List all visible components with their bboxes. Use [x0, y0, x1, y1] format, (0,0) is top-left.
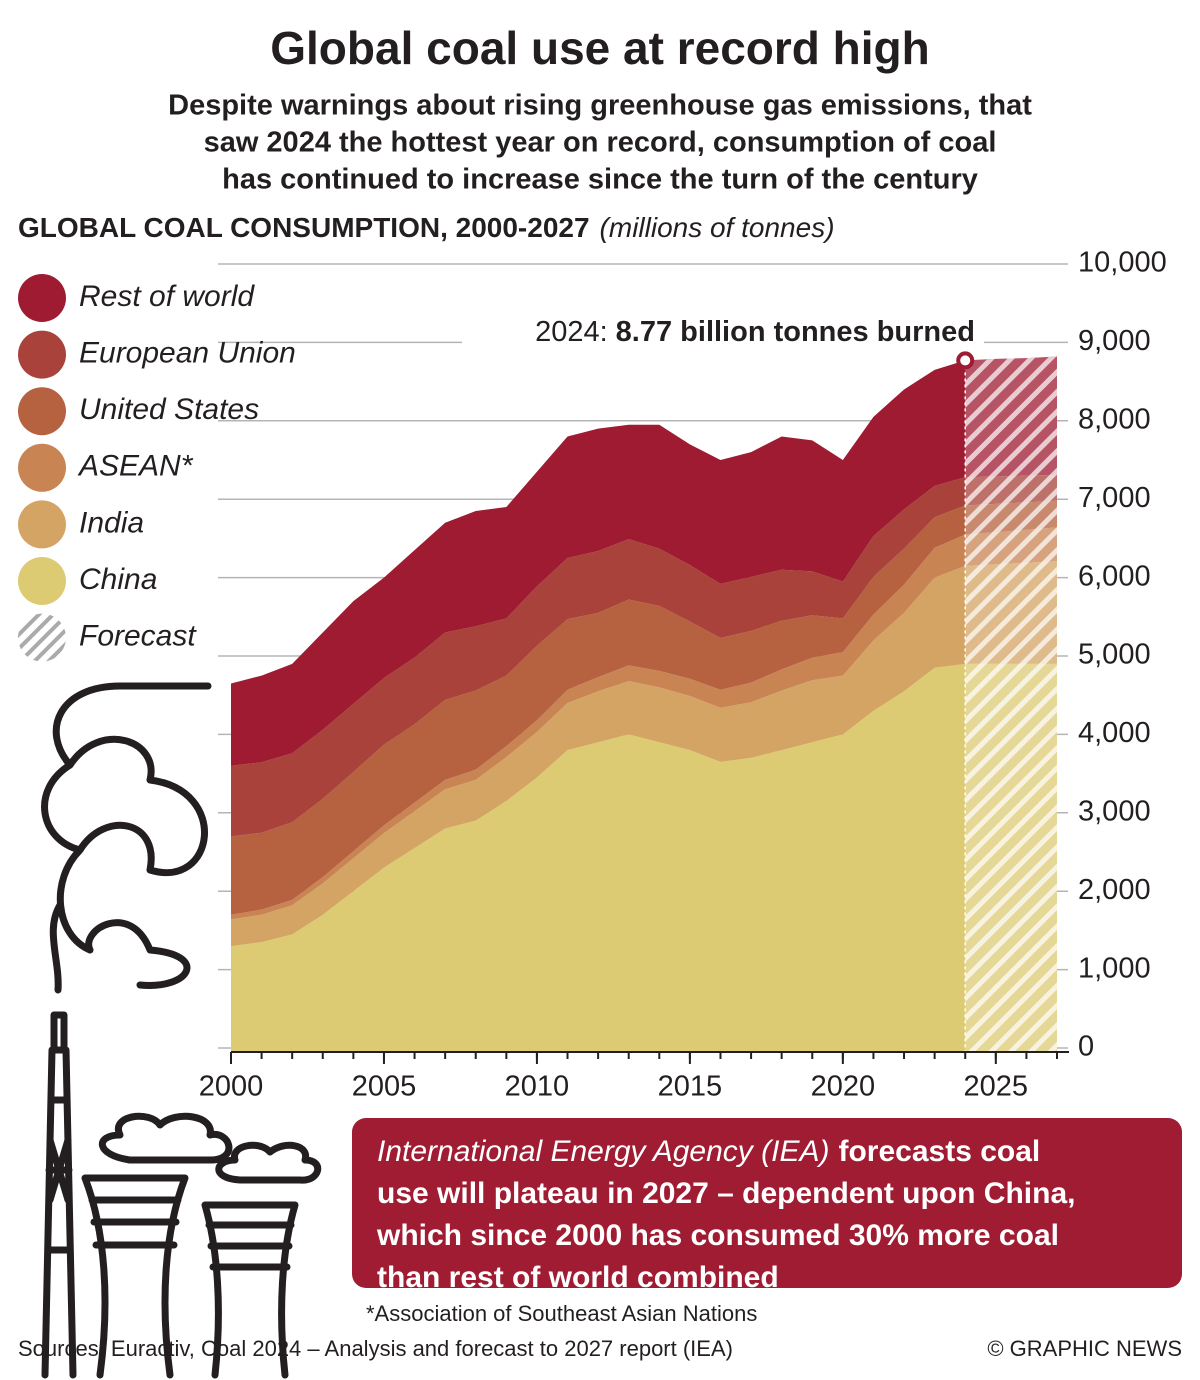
- info-line: than rest of world combined: [377, 1261, 779, 1294]
- legend-swatch: [18, 387, 66, 436]
- y-tick-label: 4,000: [1078, 717, 1151, 749]
- legend-swatch: [18, 330, 66, 379]
- unit: (millions of tonnes): [600, 212, 835, 243]
- y-tick-label: 8,000: [1078, 403, 1151, 435]
- annotation-text: 8.77 billion tonnes burned: [616, 316, 975, 348]
- legend-label: United States: [79, 393, 259, 426]
- legend-swatch: [18, 274, 66, 322]
- y-tick-label: 6,000: [1078, 560, 1151, 592]
- x-tick-label: 2025: [964, 1071, 1029, 1103]
- annotation-bg: [462, 311, 984, 355]
- legend-label: European Union: [79, 337, 296, 370]
- y-tick-label: 5,000: [1078, 639, 1151, 671]
- chart-heading: GLOBAL COAL CONSUMPTION, 2000-2027 (milli…: [18, 212, 835, 243]
- axes: 0 1,000 2,000 3,000 4,000 5,000 6,000 7,000 8,00…: [199, 247, 1167, 1103]
- y-tick-label: 10,000: [1078, 247, 1167, 279]
- forecast-overlay: [965, 356, 1057, 1053]
- info-source: International Energy Agency (IEA): [377, 1135, 829, 1168]
- legend-swatch: [18, 613, 66, 662]
- legend-swatch: [18, 557, 66, 605]
- legend: Rest of world European Union United States…: [18, 274, 296, 662]
- x-tick-label: 2020: [811, 1071, 876, 1103]
- annotation: 2024: 8.77 billion tonnes burned: [535, 316, 975, 348]
- x-tick-label: 2015: [658, 1071, 723, 1103]
- x-tick-label: 2010: [505, 1071, 570, 1103]
- info-line: forecasts coal: [838, 1135, 1040, 1168]
- legend-label: Rest of world: [79, 280, 255, 313]
- subtitle: has continued to increase since the turn…: [222, 164, 978, 196]
- y-tick-label: 1,000: [1078, 952, 1151, 984]
- power-plant-icon: [41, 682, 321, 1379]
- annotation-year: 2024:: [535, 316, 608, 348]
- info-line: use will plateau in 2027 – dependent upo…: [377, 1177, 1075, 1210]
- legend-label: India: [79, 506, 144, 539]
- legend-label: ASEAN*: [77, 450, 194, 483]
- footnote: *Association of Southeast Asian Nations: [366, 1301, 757, 1326]
- area: [231, 356, 1057, 766]
- y-tick-label: 0: [1078, 1031, 1094, 1063]
- info-text: International Energy Agency (IEA) forecas…: [377, 1135, 1040, 1168]
- legend-label: China: [79, 563, 157, 596]
- subtitle: Despite warnings about rising greenhouse…: [168, 90, 1032, 122]
- heading: GLOBAL COAL CONSUMPTION, 2000-2027: [18, 212, 590, 243]
- subtitle: saw 2024 the hottest year on record, con…: [204, 127, 997, 159]
- x-tick-label: 2000: [199, 1071, 264, 1103]
- x-tick-label: 2005: [352, 1071, 417, 1103]
- chart-title: Global coal use at record high: [270, 22, 929, 74]
- legend-label: Forecast: [79, 620, 197, 653]
- info-box: [352, 1118, 1182, 1288]
- y-tick-label: 3,000: [1078, 795, 1151, 827]
- sources: Sources: Euractiv, Coal 2024 – Analysis …: [18, 1336, 733, 1361]
- legend-swatch: [18, 443, 66, 492]
- plot-area: 2024: 8.77 billion tonnes burned: [231, 311, 1057, 1053]
- area: [231, 474, 1057, 837]
- highlight-point: [956, 351, 975, 370]
- legend-swatch: [18, 500, 66, 549]
- info-line: which since 2000 has consumed 30% more c…: [376, 1219, 1059, 1252]
- area: [231, 663, 1057, 1052]
- credit: © GRAPHIC NEWS: [987, 1336, 1182, 1361]
- area: [231, 500, 1057, 915]
- y-tick-label: 7,000: [1078, 482, 1151, 514]
- y-tick-label: 9,000: [1078, 325, 1151, 357]
- y-tick-label: 2,000: [1078, 874, 1151, 906]
